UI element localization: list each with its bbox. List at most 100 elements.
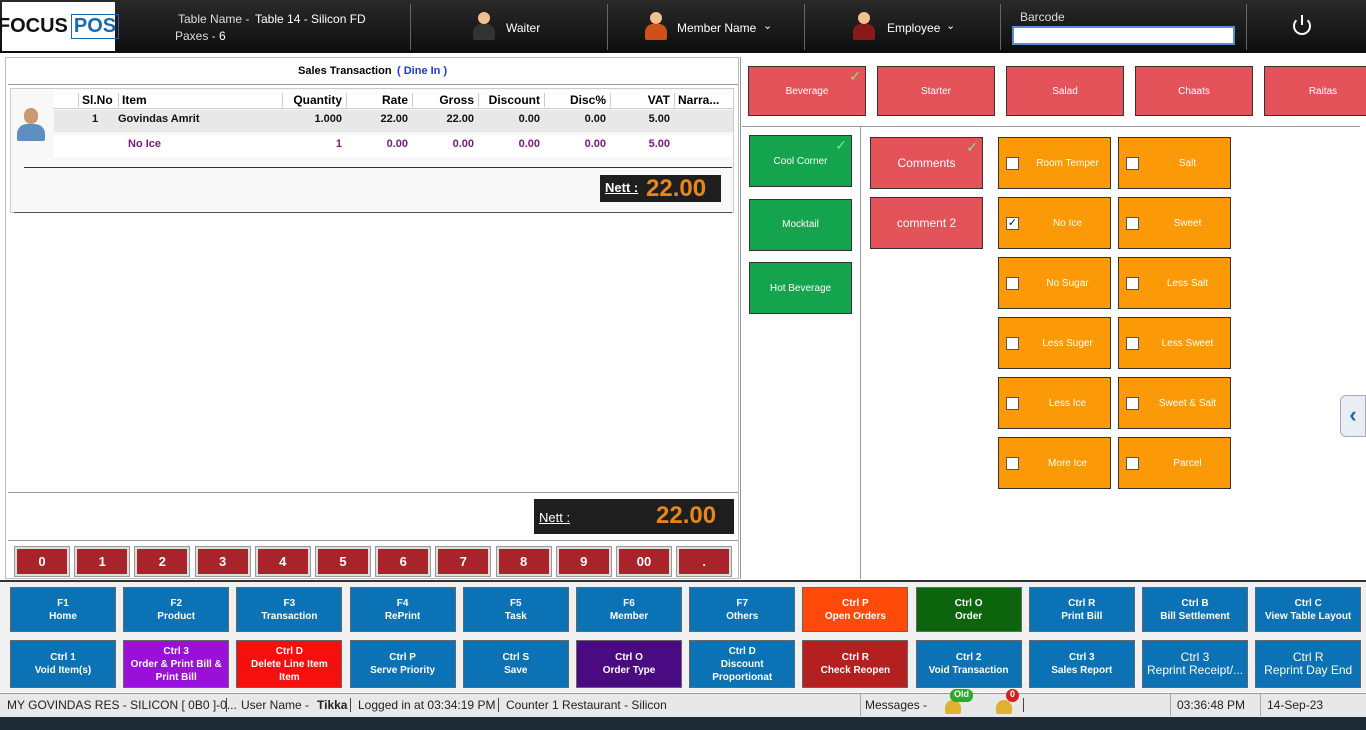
cell-item: Govindas Amrit [118, 113, 200, 125]
cell-rate: 22.00 [380, 113, 408, 125]
employee[interactable]: Employee [887, 21, 941, 35]
function-key[interactable]: Ctrl S Save [462, 640, 569, 688]
checkmark: ✓ [966, 139, 978, 155]
subcategory-button[interactable]: Mocktail [749, 198, 852, 251]
option-checkbox [1006, 337, 1019, 350]
function-key-label: Serve Priority [370, 665, 436, 676]
subcategory-button[interactable]: Hot Beverage [749, 262, 852, 314]
comment-option[interactable]: No Sugar [998, 257, 1111, 309]
comment-option[interactable]: Less Ice [998, 377, 1111, 429]
function-key[interactable]: F7 Others [689, 587, 796, 632]
function-key[interactable]: Ctrl R Reprint Day End [1255, 640, 1362, 688]
comment-option[interactable]: Parcel [1118, 437, 1231, 489]
employee-caret: ⌄ [946, 20, 956, 32]
function-key[interactable]: Ctrl R Check Reopen [802, 640, 909, 688]
status-date: 14-Sep-23 [1267, 698, 1324, 712]
keypad-key[interactable]: 8 [495, 546, 552, 577]
transaction-mode: ( Dine In ) [397, 65, 448, 77]
keypad-key[interactable]: 9 [555, 546, 612, 577]
keypad-key[interactable]: 0 [14, 546, 70, 577]
category-button[interactable]: Starter [877, 66, 995, 116]
function-key[interactable]: Ctrl P Open Orders [802, 587, 909, 632]
comment-option[interactable]: Sweet & Salt [1118, 377, 1231, 429]
function-key-code: F7 [736, 597, 749, 609]
side-tab[interactable]: ‹ [1340, 395, 1366, 437]
comment-option[interactable]: Less Salt [1118, 257, 1231, 309]
comment-option[interactable]: Less Suger [998, 317, 1111, 369]
function-key-label: Transaction [261, 610, 318, 622]
item-nett-value: 22.00 [646, 175, 707, 202]
bell-count[interactable] [996, 700, 1012, 714]
comment-group-button[interactable]: Comments ✓ [870, 137, 983, 189]
keypad-key[interactable]: 4 [254, 546, 311, 577]
bell-old[interactable] [945, 700, 961, 714]
function-key-label: Order Type [602, 665, 656, 676]
function-key[interactable]: Ctrl 1 Void Item(s) [10, 640, 116, 688]
status-user-label: User Name - [241, 698, 310, 712]
subcategory-button[interactable]: Cool Corner ✓ [749, 135, 852, 187]
keypad-key[interactable]: 5 [315, 546, 371, 577]
function-key[interactable]: Ctrl 3 Sales Report [1028, 640, 1135, 688]
category-button[interactable]: Raitas [1264, 66, 1366, 116]
category-button[interactable]: Chaats [1135, 66, 1253, 116]
function-key[interactable]: Ctrl C View Table Layout [1255, 587, 1362, 632]
function-key[interactable]: F2 Product [123, 587, 230, 632]
item-row[interactable] [54, 110, 733, 132]
keypad-key[interactable]: 2 [134, 546, 191, 577]
function-key-label: Product [157, 610, 196, 622]
category-button[interactable]: Beverage ✓ [748, 66, 866, 116]
keypad-key[interactable]: 1 [74, 546, 131, 577]
cell-rate: 0.00 [386, 138, 408, 150]
cell-quantity: 1.000 [314, 113, 342, 125]
status-separator [1023, 698, 1024, 712]
header-divider [410, 4, 411, 50]
comment-group-button[interactable]: comment 2 [870, 197, 983, 249]
function-key-label: Void Item(s) [34, 665, 92, 676]
function-key[interactable]: F1 Home [10, 587, 116, 632]
function-key[interactable]: Ctrl 3 Order & Print Bill & Print Bill [123, 640, 230, 688]
comment-option[interactable]: Less Sweet [1118, 317, 1231, 369]
function-key[interactable]: Ctrl 3 Reprint Receipt/... [1142, 640, 1248, 688]
item-nett: Nett : 22.00 [600, 175, 721, 202]
comment-option[interactable]: Room Temper [998, 137, 1111, 189]
comment-option[interactable]: Salt [1118, 137, 1231, 189]
function-key[interactable]: Ctrl O Order [915, 587, 1022, 632]
function-key[interactable]: Ctrl D Discount Proportionat [689, 640, 796, 688]
item-row[interactable] [54, 135, 733, 157]
cell-disc-pct: 0.00 [584, 138, 606, 150]
function-key-label: Home [49, 610, 77, 622]
keypad-key[interactable]: 00 [616, 546, 672, 577]
keypad-key[interactable]: 6 [375, 546, 432, 577]
comment-option[interactable]: More Ice [998, 437, 1111, 489]
barcode-input[interactable] [1012, 26, 1235, 45]
footer-nett-label: Nett : [539, 510, 571, 525]
table-value: Table 14 - Silicon FD [255, 12, 366, 26]
power-button[interactable] [1293, 15, 1311, 35]
function-key[interactable]: Ctrl R Print Bill [1028, 587, 1135, 632]
keypad-key[interactable]: . [676, 546, 733, 577]
left-panel [5, 57, 739, 579]
function-key[interactable]: F6 Member [576, 587, 682, 632]
status-messages[interactable]: Messages - [865, 698, 928, 712]
function-key[interactable]: Ctrl 2 Void Transaction [915, 640, 1022, 688]
function-key[interactable]: Ctrl D Delete Line Item Item [236, 640, 343, 688]
item-nett-label: Nett : [605, 180, 639, 195]
column-header: Rate [346, 93, 408, 107]
function-key[interactable]: Ctrl O Order Type [576, 640, 682, 688]
function-key-code: Ctrl P [389, 652, 416, 663]
category-button[interactable]: Salad [1006, 66, 1124, 116]
icon-head [478, 12, 490, 24]
comment-option[interactable]: No Ice ✓ [998, 197, 1111, 249]
member[interactable]: Member Name [677, 21, 757, 35]
option-checkbox [1126, 397, 1139, 410]
function-key[interactable]: Ctrl B Bill Settlement [1142, 587, 1248, 632]
function-key[interactable]: Ctrl P Serve Priority [349, 640, 456, 688]
keypad-key[interactable]: 3 [194, 546, 251, 577]
waiter[interactable]: Waiter [506, 21, 541, 35]
keypad-key[interactable]: 7 [435, 546, 492, 577]
function-key[interactable]: F3 Transaction [236, 587, 343, 632]
comment-option[interactable]: Sweet [1118, 197, 1231, 249]
function-key[interactable]: F4 RePrint [349, 587, 456, 632]
function-key[interactable]: F5 Task [462, 587, 569, 632]
cell-gross: 22.00 [446, 113, 474, 125]
